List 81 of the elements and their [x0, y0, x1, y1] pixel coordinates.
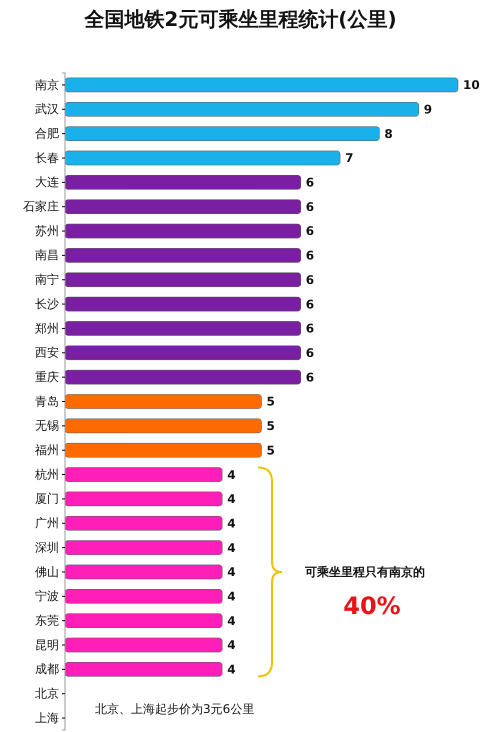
bar [64, 296, 302, 312]
y-tick-label: 长春 [35, 150, 59, 165]
y-tick-label: 佛山 [35, 564, 59, 579]
y-tick-label: 深圳 [35, 540, 59, 554]
bar [64, 102, 419, 117]
data-label: 7 [345, 151, 354, 166]
data-label: 4 [227, 614, 236, 628]
data-label: 6 [306, 346, 314, 360]
y-tick-label: 杭州 [34, 467, 59, 482]
data-label: 6 [306, 272, 314, 287]
bar [64, 321, 302, 336]
y-tick-label: 北京 [35, 686, 59, 701]
bar [64, 662, 222, 677]
y-tick-label: 昆明 [35, 638, 59, 652]
bar [64, 564, 222, 580]
y-tick-label: 广州 [35, 516, 59, 530]
bar [64, 492, 222, 506]
bar [64, 78, 458, 92]
bar [64, 418, 262, 434]
y-tick-label: 南京 [35, 78, 59, 92]
annotation: 40% [343, 592, 401, 620]
bar [64, 467, 222, 482]
data-label: 4 [227, 565, 236, 580]
bar [64, 126, 380, 141]
data-label: 6 [306, 297, 314, 312]
y-tick-label: 上海 [35, 710, 59, 725]
data-label: 6 [306, 200, 314, 214]
y-tick-label: 大连 [35, 175, 59, 190]
y-tick-label: 青岛 [35, 394, 59, 408]
data-label: 6 [306, 224, 314, 238]
bar [64, 224, 302, 238]
y-tick-label: 成都 [35, 662, 59, 676]
bar [64, 248, 302, 263]
annotation: 北京、上海起步价为3元6公里 [95, 702, 254, 716]
data-label: 6 [306, 322, 314, 336]
y-tick-label: 厦门 [35, 492, 59, 506]
data-label: 5 [266, 419, 275, 434]
data-label: 10 [463, 78, 480, 92]
data-label: 4 [227, 638, 236, 652]
data-label: 4 [227, 516, 236, 530]
y-tick-label: 宁波 [35, 589, 59, 604]
bar [64, 150, 340, 166]
chart-title: 全国地铁2元可乘坐里程统计(公里) [83, 7, 397, 31]
bar [64, 638, 222, 652]
y-tick-label: 无锡 [35, 418, 59, 433]
y-tick-label: 南宁 [35, 272, 59, 287]
bar [64, 272, 302, 288]
y-tick-label: 福州 [35, 443, 59, 458]
data-label: 4 [227, 468, 236, 482]
data-label: 5 [266, 443, 275, 458]
bar [64, 199, 302, 214]
y-tick-label: 西安 [35, 346, 59, 360]
y-tick-label: 合肥 [35, 126, 59, 140]
data-label: 4 [227, 540, 236, 555]
data-label: 6 [306, 176, 314, 190]
bar [64, 516, 222, 531]
bar [64, 370, 302, 384]
y-tick-label: 东莞 [35, 614, 59, 628]
y-tick-label: 苏州 [35, 224, 59, 238]
y-tick-label: 武汉 [35, 102, 59, 116]
data-label: 8 [384, 126, 393, 141]
y-tick-label: 石家庄 [23, 200, 59, 214]
bar [64, 442, 262, 458]
bar [64, 613, 222, 628]
bar [64, 540, 222, 555]
data-label: 6 [306, 370, 314, 384]
bar [64, 589, 222, 604]
data-label: 4 [227, 492, 236, 506]
y-tick-label: 南昌 [35, 248, 59, 262]
data-label: 9 [424, 102, 432, 116]
bar [64, 394, 262, 409]
bar [64, 345, 302, 360]
bar [64, 175, 302, 190]
annotation: 可乘坐里程只有南京的 [304, 564, 425, 579]
y-tick-label: 长沙 [35, 296, 59, 311]
y-tick-label: 郑州 [35, 321, 59, 336]
y-tick-label: 重庆 [35, 370, 59, 384]
data-label: 4 [227, 662, 236, 677]
data-label: 6 [306, 248, 314, 263]
data-label: 4 [227, 590, 236, 604]
data-label: 5 [266, 394, 275, 409]
